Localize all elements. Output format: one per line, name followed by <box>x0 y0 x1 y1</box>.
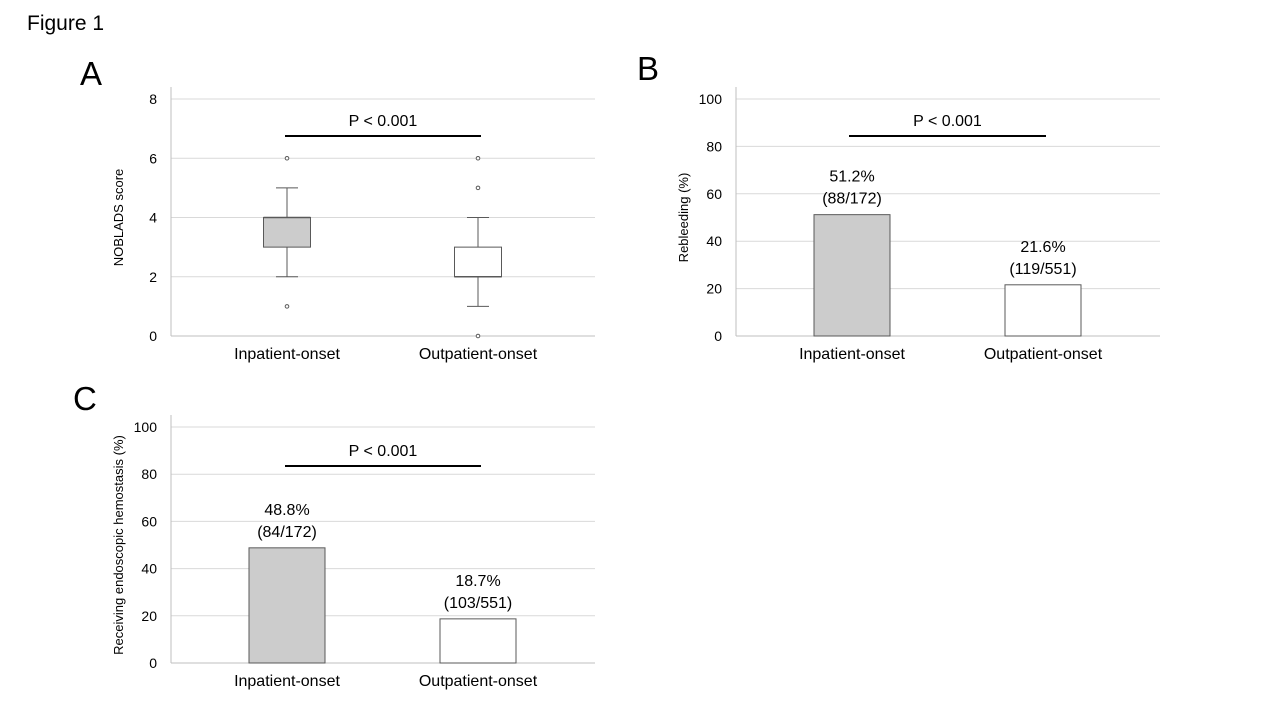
y-tick-label-c: 20 <box>141 608 157 624</box>
bar-b-outpatient <box>1004 284 1082 337</box>
y-tick-label-a: 8 <box>149 91 157 107</box>
panel-letter-c: C <box>73 380 97 417</box>
y-tick-label-c: 100 <box>134 419 158 435</box>
p-value-annotation-a: P < 0.001 <box>349 113 418 130</box>
x-category-label-c: Inpatient-onset <box>234 673 340 690</box>
y-tick-label-c: 0 <box>149 655 157 671</box>
box-outpatient <box>454 246 502 278</box>
y-axis-label-c: Receiving endoscopic hemostasis (%) <box>111 435 126 655</box>
chart-panel-b: 0 20 40 60 80 100 Rebleeding (%) Inpatient-onse… <box>676 87 1160 363</box>
panel-letter-a: A <box>80 55 103 92</box>
box-inpatient <box>263 217 311 248</box>
y-tick-label-b: 40 <box>706 233 722 249</box>
y-tick-label-c: 60 <box>141 513 157 529</box>
data-label-count: (103/551) <box>444 595 513 612</box>
y-tick-label-b: 0 <box>714 328 722 344</box>
outlier-point-outpatient <box>475 155 481 161</box>
data-label-count: (84/172) <box>257 524 317 541</box>
figure-title: Figure 1 <box>27 12 105 35</box>
outlier-point-inpatient <box>284 304 290 309</box>
y-tick-label-c: 40 <box>141 561 157 577</box>
data-label-percent: 51.2% <box>829 169 874 186</box>
data-label-percent: 21.6% <box>1020 239 1065 256</box>
bar-b-inpatient <box>813 214 891 337</box>
x-category-label-b: Outpatient-onset <box>984 346 1103 363</box>
y-tick-label-a: 6 <box>149 150 157 166</box>
outlier-point-inpatient <box>284 155 290 161</box>
panel-letter-b: B <box>637 50 660 87</box>
outlier-point-outpatient <box>475 185 481 191</box>
data-label-count: (88/172) <box>822 191 882 208</box>
y-tick-label-b: 100 <box>699 91 723 107</box>
p-value-annotation-c: P < 0.001 <box>349 443 418 460</box>
y-tick-label-b: 20 <box>706 281 722 297</box>
x-category-label-b: Inpatient-onset <box>799 346 905 363</box>
bar-c-outpatient <box>439 618 517 664</box>
data-label-percent: 48.8% <box>264 502 309 519</box>
x-category-label-c: Outpatient-onset <box>419 673 538 690</box>
bar-c-inpatient <box>248 547 326 664</box>
y-axis-label-a: NOBLADS score <box>111 169 126 267</box>
y-tick-label-b: 60 <box>706 186 722 202</box>
data-label-count: (119/551) <box>1009 261 1076 278</box>
x-category-label-a: Outpatient-onset <box>419 346 538 363</box>
chart-panel-a: 0 2 4 6 8 NOBLADS score Inpatient-onset Outpati… <box>111 87 595 363</box>
x-category-label-a: Inpatient-onset <box>234 346 340 363</box>
y-tick-label-a: 4 <box>149 210 157 226</box>
y-axis-label-b: Rebleeding (%) <box>676 173 691 263</box>
outlier-point-outpatient <box>475 333 481 339</box>
data-label-percent: 18.7% <box>455 573 500 590</box>
chart-panel-c: 0 20 40 60 80 100 Receiving endoscopic hemosta… <box>111 415 595 690</box>
y-tick-label-a: 0 <box>149 328 157 344</box>
y-tick-label-a: 2 <box>149 269 157 285</box>
y-tick-label-c: 80 <box>141 466 157 482</box>
p-value-annotation-b: P < 0.001 <box>913 113 982 130</box>
y-tick-label-b: 80 <box>706 138 722 154</box>
